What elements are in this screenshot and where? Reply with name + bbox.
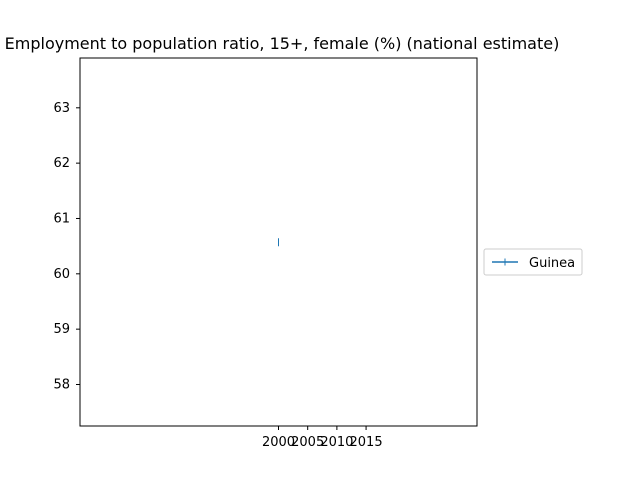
chart-title: Employment to population ratio, 15+, fem… <box>5 34 560 53</box>
legend-label-guinea: Guinea <box>529 256 575 271</box>
y-tick-label: 63 <box>53 101 70 116</box>
y-tick-label: 62 <box>53 156 70 171</box>
y-tick-label: 61 <box>53 211 70 226</box>
y-axis: 58 59 60 61 62 63 <box>53 101 80 392</box>
y-tick-label: 58 <box>53 377 70 392</box>
legend-box <box>483 248 583 276</box>
x-tick-label: 2000 <box>262 435 295 450</box>
x-tick-label: 2005 <box>291 435 324 450</box>
x-tick-label: 2015 <box>350 435 383 450</box>
y-tick-label: 60 <box>53 267 70 282</box>
legend: Guinea <box>483 248 583 276</box>
x-tick-label: 2010 <box>320 435 353 450</box>
y-tick-label: 59 <box>53 322 70 337</box>
